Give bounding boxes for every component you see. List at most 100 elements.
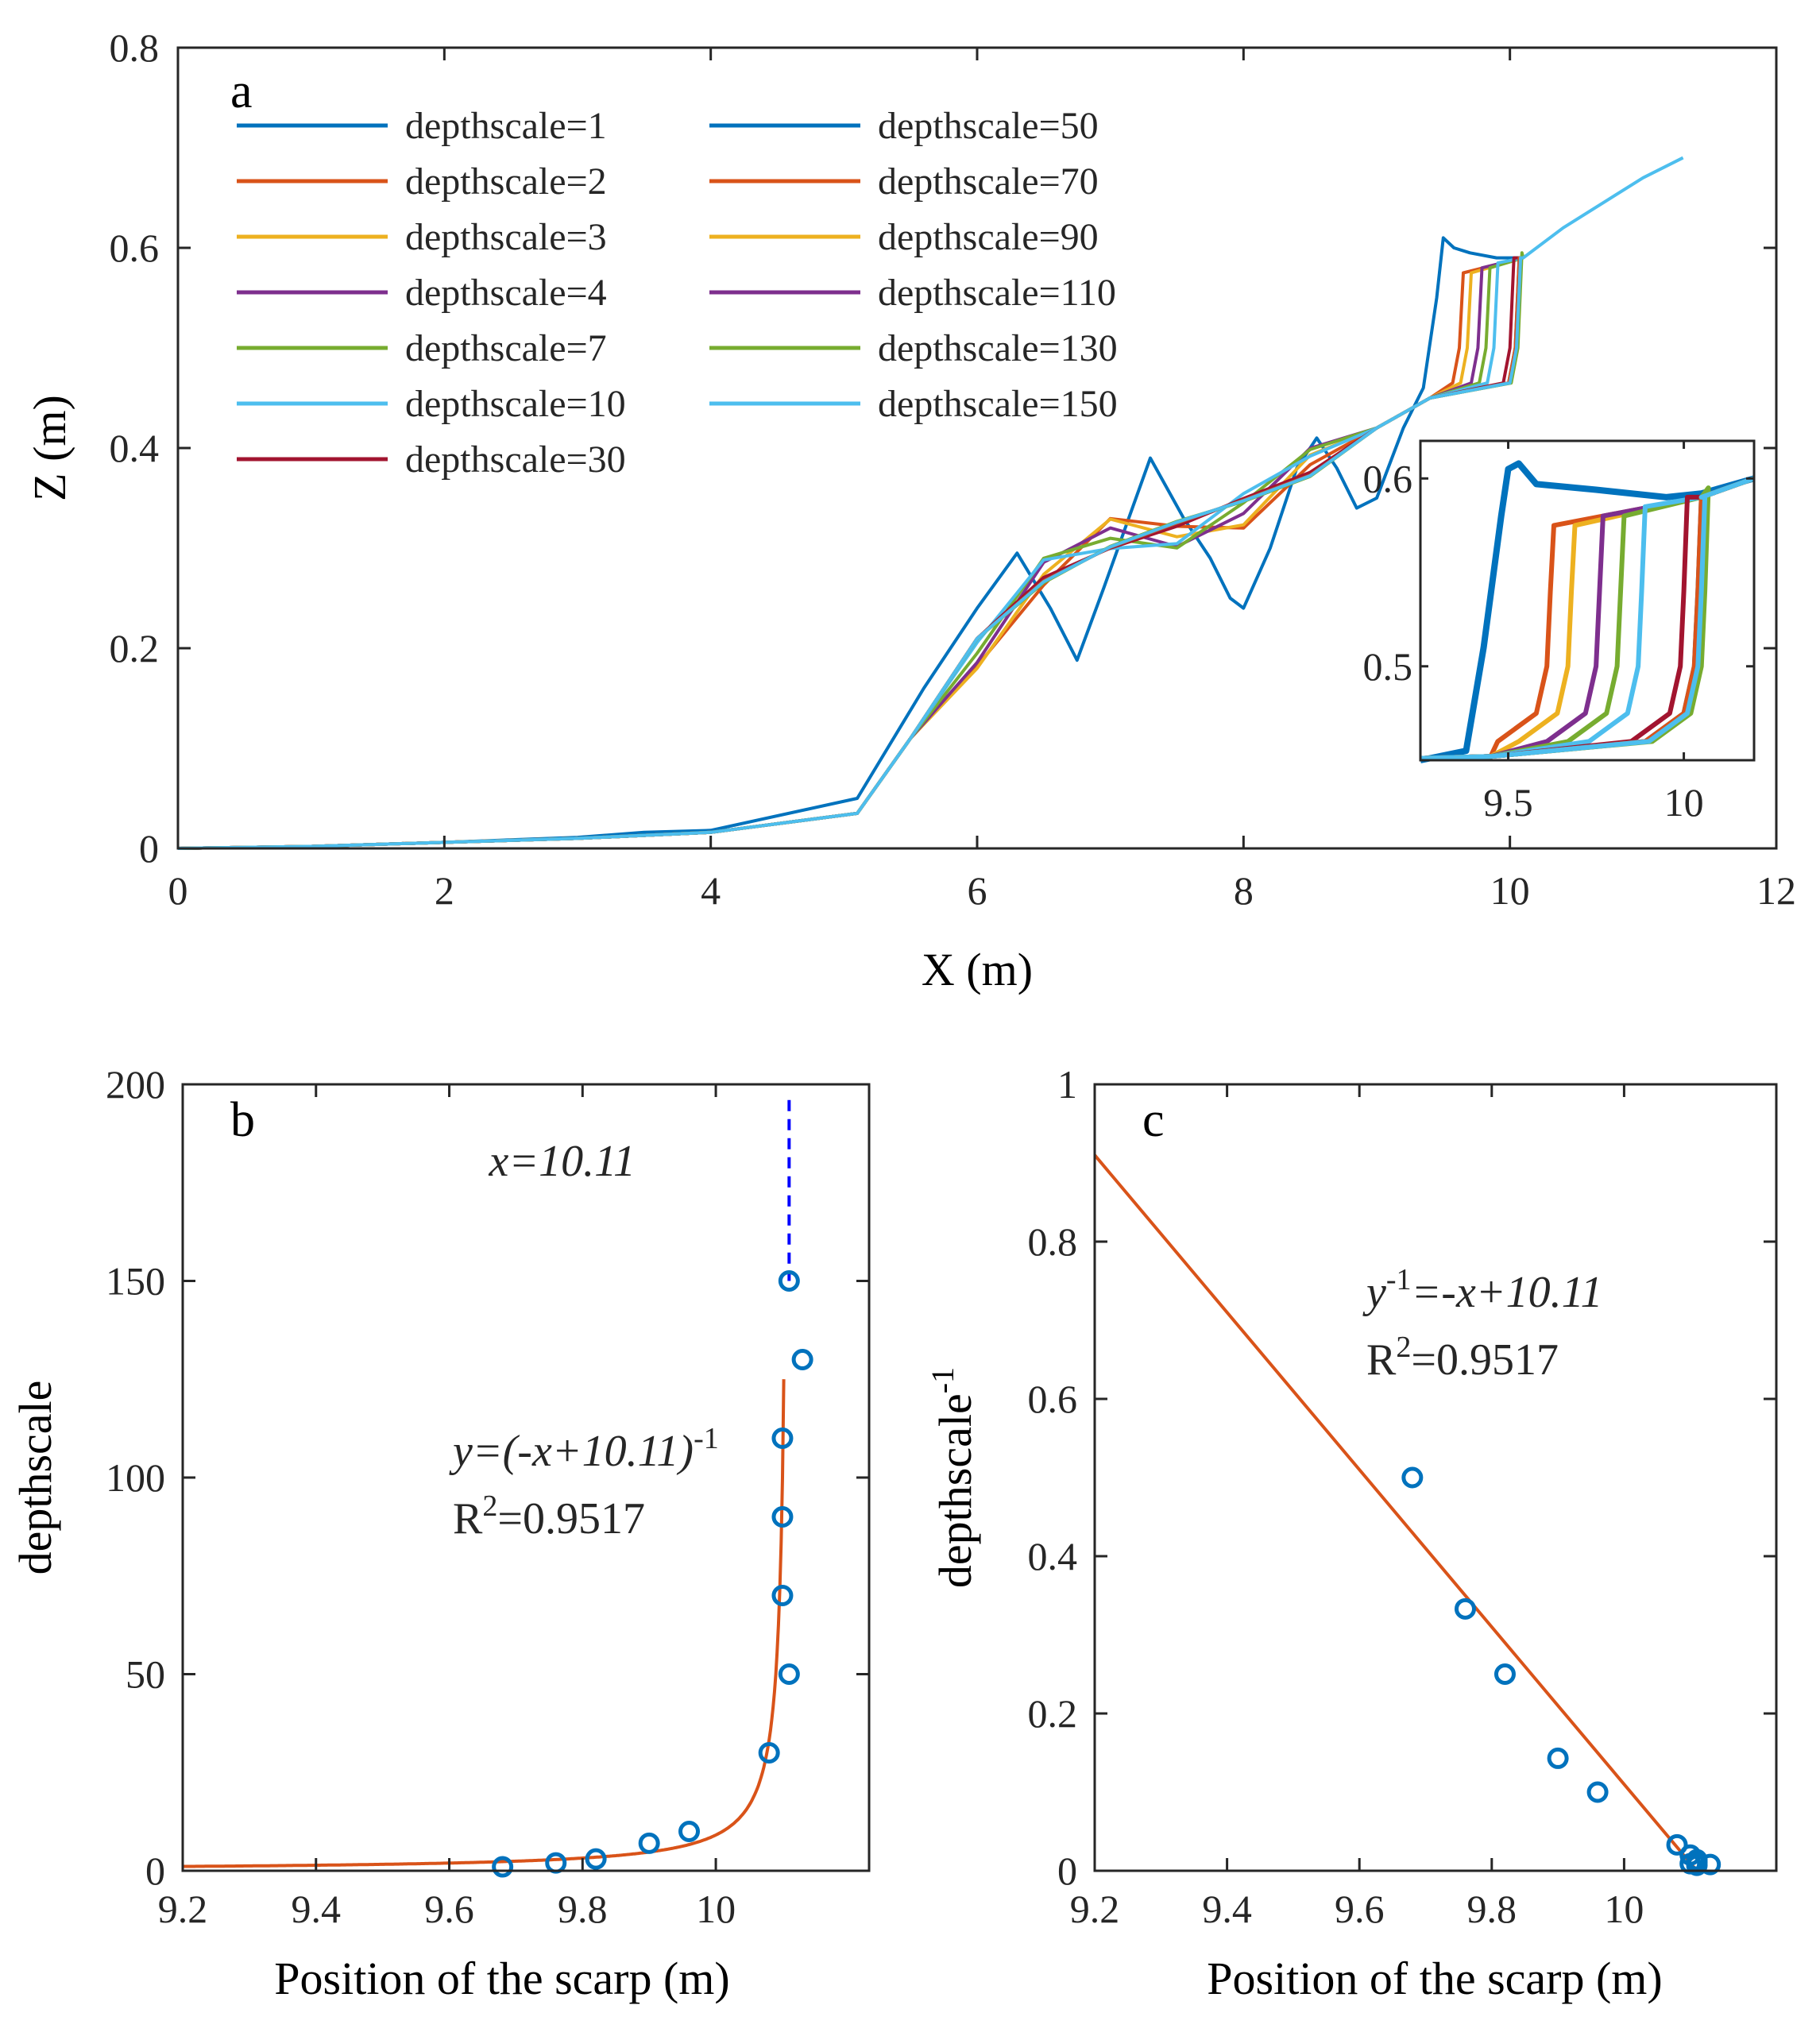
data-point bbox=[545, 1852, 567, 1874]
x-tick-label: 9.2 bbox=[158, 1887, 208, 1931]
panel-b-label: b bbox=[230, 1093, 255, 1147]
legend-entry: depthscale=150 bbox=[878, 383, 1118, 425]
legend-entry: depthscale=70 bbox=[878, 160, 1099, 203]
panel-c-ticks: 9.2 9.4 9.6 9.8 10 0 0.2 0.4 0.6 0.8 1 bbox=[1028, 1062, 1776, 1931]
inset-frame bbox=[1419, 439, 1756, 762]
data-point bbox=[585, 1848, 607, 1870]
y-tick-label: 0 bbox=[145, 1849, 165, 1893]
legend-entry: depthscale=2 bbox=[405, 160, 607, 203]
y-tick-label: 0.6 bbox=[1363, 456, 1413, 500]
x-tick-label: 10 bbox=[1604, 1887, 1644, 1931]
panel-b-xlabel: Position of the scarp (m) bbox=[274, 1953, 729, 2004]
y-tick-label: 150 bbox=[106, 1259, 165, 1304]
y-tick-label: 100 bbox=[106, 1455, 165, 1500]
data-point bbox=[1586, 1781, 1609, 1803]
x-tick-label: 10 bbox=[1490, 868, 1530, 913]
inset-ticks: 9.5 10 0.5 0.6 bbox=[1363, 441, 1754, 825]
panel-a-xlabel: X (m) bbox=[922, 944, 1033, 995]
data-point bbox=[778, 1663, 800, 1685]
legend-entry: depthscale=10 bbox=[405, 383, 626, 425]
series-line-depthscale=1 bbox=[177, 236, 1524, 850]
x-tick-label: 10 bbox=[696, 1887, 736, 1931]
legend-entry: depthscale=1 bbox=[405, 105, 607, 147]
data-point bbox=[791, 1349, 813, 1370]
data-point bbox=[771, 1585, 794, 1606]
panel-a-inset: 9.5 10 0.5 0.6 bbox=[1363, 439, 1756, 825]
panel-c-label: c bbox=[1142, 1093, 1165, 1147]
legend-entry: depthscale=7 bbox=[405, 327, 607, 369]
series-line-depthscale=150 bbox=[177, 156, 1684, 850]
legend-entry: depthscale=90 bbox=[878, 216, 1099, 258]
svg-text:y=(-x+10.11)-1: y=(-x+10.11)-1 bbox=[449, 1422, 719, 1476]
data-point bbox=[1699, 1853, 1721, 1876]
panel-c-frame bbox=[1093, 1083, 1778, 1872]
panel-a-label: a bbox=[230, 64, 253, 118]
y-tick-label: 0.8 bbox=[110, 25, 160, 70]
inset-line-depthscale=150 bbox=[1420, 476, 1756, 761]
panel-a: 0 2 4 6 8 10 12 0 0.2 0.4 0.6 0.8 a X (m) Z (m) dep… bbox=[24, 25, 1796, 995]
panel-c-ylabel: depthscale bbox=[929, 1393, 981, 1588]
legend-entry: depthscale=4 bbox=[405, 272, 607, 314]
y-tick-label: 0 bbox=[1057, 1849, 1077, 1893]
data-point bbox=[771, 1506, 794, 1528]
panel-c-xlabel: Position of the scarp (m) bbox=[1207, 1953, 1662, 2004]
svg-text:depthscale-1: depthscale-1 bbox=[925, 1367, 981, 1588]
x-tick-label: 9.4 bbox=[1202, 1887, 1252, 1931]
panel-b-r2-sup: 2 bbox=[482, 1489, 497, 1523]
y-tick-label: 0.5 bbox=[1363, 644, 1413, 689]
inset-series bbox=[1420, 460, 1756, 763]
svg-text:R2=0.9517: R2=0.9517 bbox=[453, 1489, 645, 1543]
panel-c-r2-value: =0.9517 bbox=[1411, 1335, 1559, 1385]
panel-a-legend: depthscale=1 depthscale=2 depthscale=3 dept… bbox=[237, 105, 1118, 481]
panel-c-equation-y: y bbox=[1362, 1268, 1386, 1317]
x-tick-label: 9.6 bbox=[424, 1887, 474, 1931]
y-tick-label: 0.6 bbox=[110, 226, 160, 270]
data-point bbox=[758, 1742, 780, 1764]
data-point bbox=[492, 1856, 514, 1878]
panel-c-equation-exp: -1 bbox=[1386, 1263, 1412, 1296]
panel-c-equation-rest: =-x+10.11 bbox=[1412, 1268, 1603, 1317]
x-tick-label: 9.6 bbox=[1335, 1887, 1385, 1931]
legend-entry: depthscale=3 bbox=[405, 216, 607, 258]
panel-b-plot bbox=[182, 1099, 813, 1878]
y-tick-label: 0.8 bbox=[1028, 1219, 1078, 1264]
y-tick-label: 0 bbox=[139, 826, 159, 871]
svg-text:R2=0.9517: R2=0.9517 bbox=[1366, 1331, 1559, 1385]
data-point bbox=[678, 1821, 701, 1842]
panel-b-r2-letter: R bbox=[453, 1494, 483, 1543]
fit-line bbox=[1093, 1153, 1698, 1872]
panel-a-ticks: 0 2 4 6 8 10 12 0 0.2 0.4 0.6 0.8 bbox=[110, 25, 1797, 913]
x-tick-label: 2 bbox=[435, 868, 454, 913]
panel-c: 9.2 9.4 9.6 9.8 10 0 0.2 0.4 0.6 0.8 1 c Position … bbox=[925, 1062, 1778, 2004]
x-tick-label: 0 bbox=[168, 868, 188, 913]
svg-text:y-1=-x+10.11: y-1=-x+10.11 bbox=[1362, 1263, 1602, 1317]
series-line-depthscale=130 bbox=[177, 251, 1525, 850]
panel-b-equation: y=(-x+10.11)-1 R2=0.9517 bbox=[449, 1422, 719, 1543]
panel-c-equation: y-1=-x+10.11 R2=0.9517 bbox=[1362, 1263, 1602, 1385]
panel-b-equation-exp: -1 bbox=[694, 1422, 719, 1455]
x-tick-label: 10 bbox=[1664, 780, 1704, 825]
x-tick-label: 4 bbox=[701, 868, 721, 913]
x-tick-label: 9.5 bbox=[1483, 780, 1533, 825]
panel-c-r2-sup: 2 bbox=[1396, 1331, 1411, 1364]
x-tick-label: 9.8 bbox=[558, 1887, 608, 1931]
panel-c-r2-letter: R bbox=[1366, 1335, 1397, 1385]
data-point bbox=[771, 1428, 794, 1449]
data-point bbox=[1686, 1854, 1708, 1876]
inset-line-depthscale=1 bbox=[1420, 460, 1756, 763]
data-point bbox=[638, 1832, 660, 1854]
panel-b-asymptote-label: x=10.11 bbox=[489, 1137, 636, 1186]
panel-c-plot bbox=[1093, 1153, 1721, 1876]
x-tick-label: 6 bbox=[968, 868, 987, 913]
y-tick-label: 0.2 bbox=[1028, 1691, 1078, 1736]
panel-a-series bbox=[177, 156, 1684, 850]
y-tick-label: 0.4 bbox=[110, 426, 160, 470]
panel-b-equation-text: y=(-x+10.11) bbox=[449, 1427, 694, 1476]
x-tick-label: 9.4 bbox=[292, 1887, 342, 1931]
y-tick-label: 0.6 bbox=[1028, 1377, 1078, 1421]
y-tick-label: 200 bbox=[106, 1062, 165, 1107]
y-tick-label: 0.4 bbox=[1028, 1534, 1078, 1578]
